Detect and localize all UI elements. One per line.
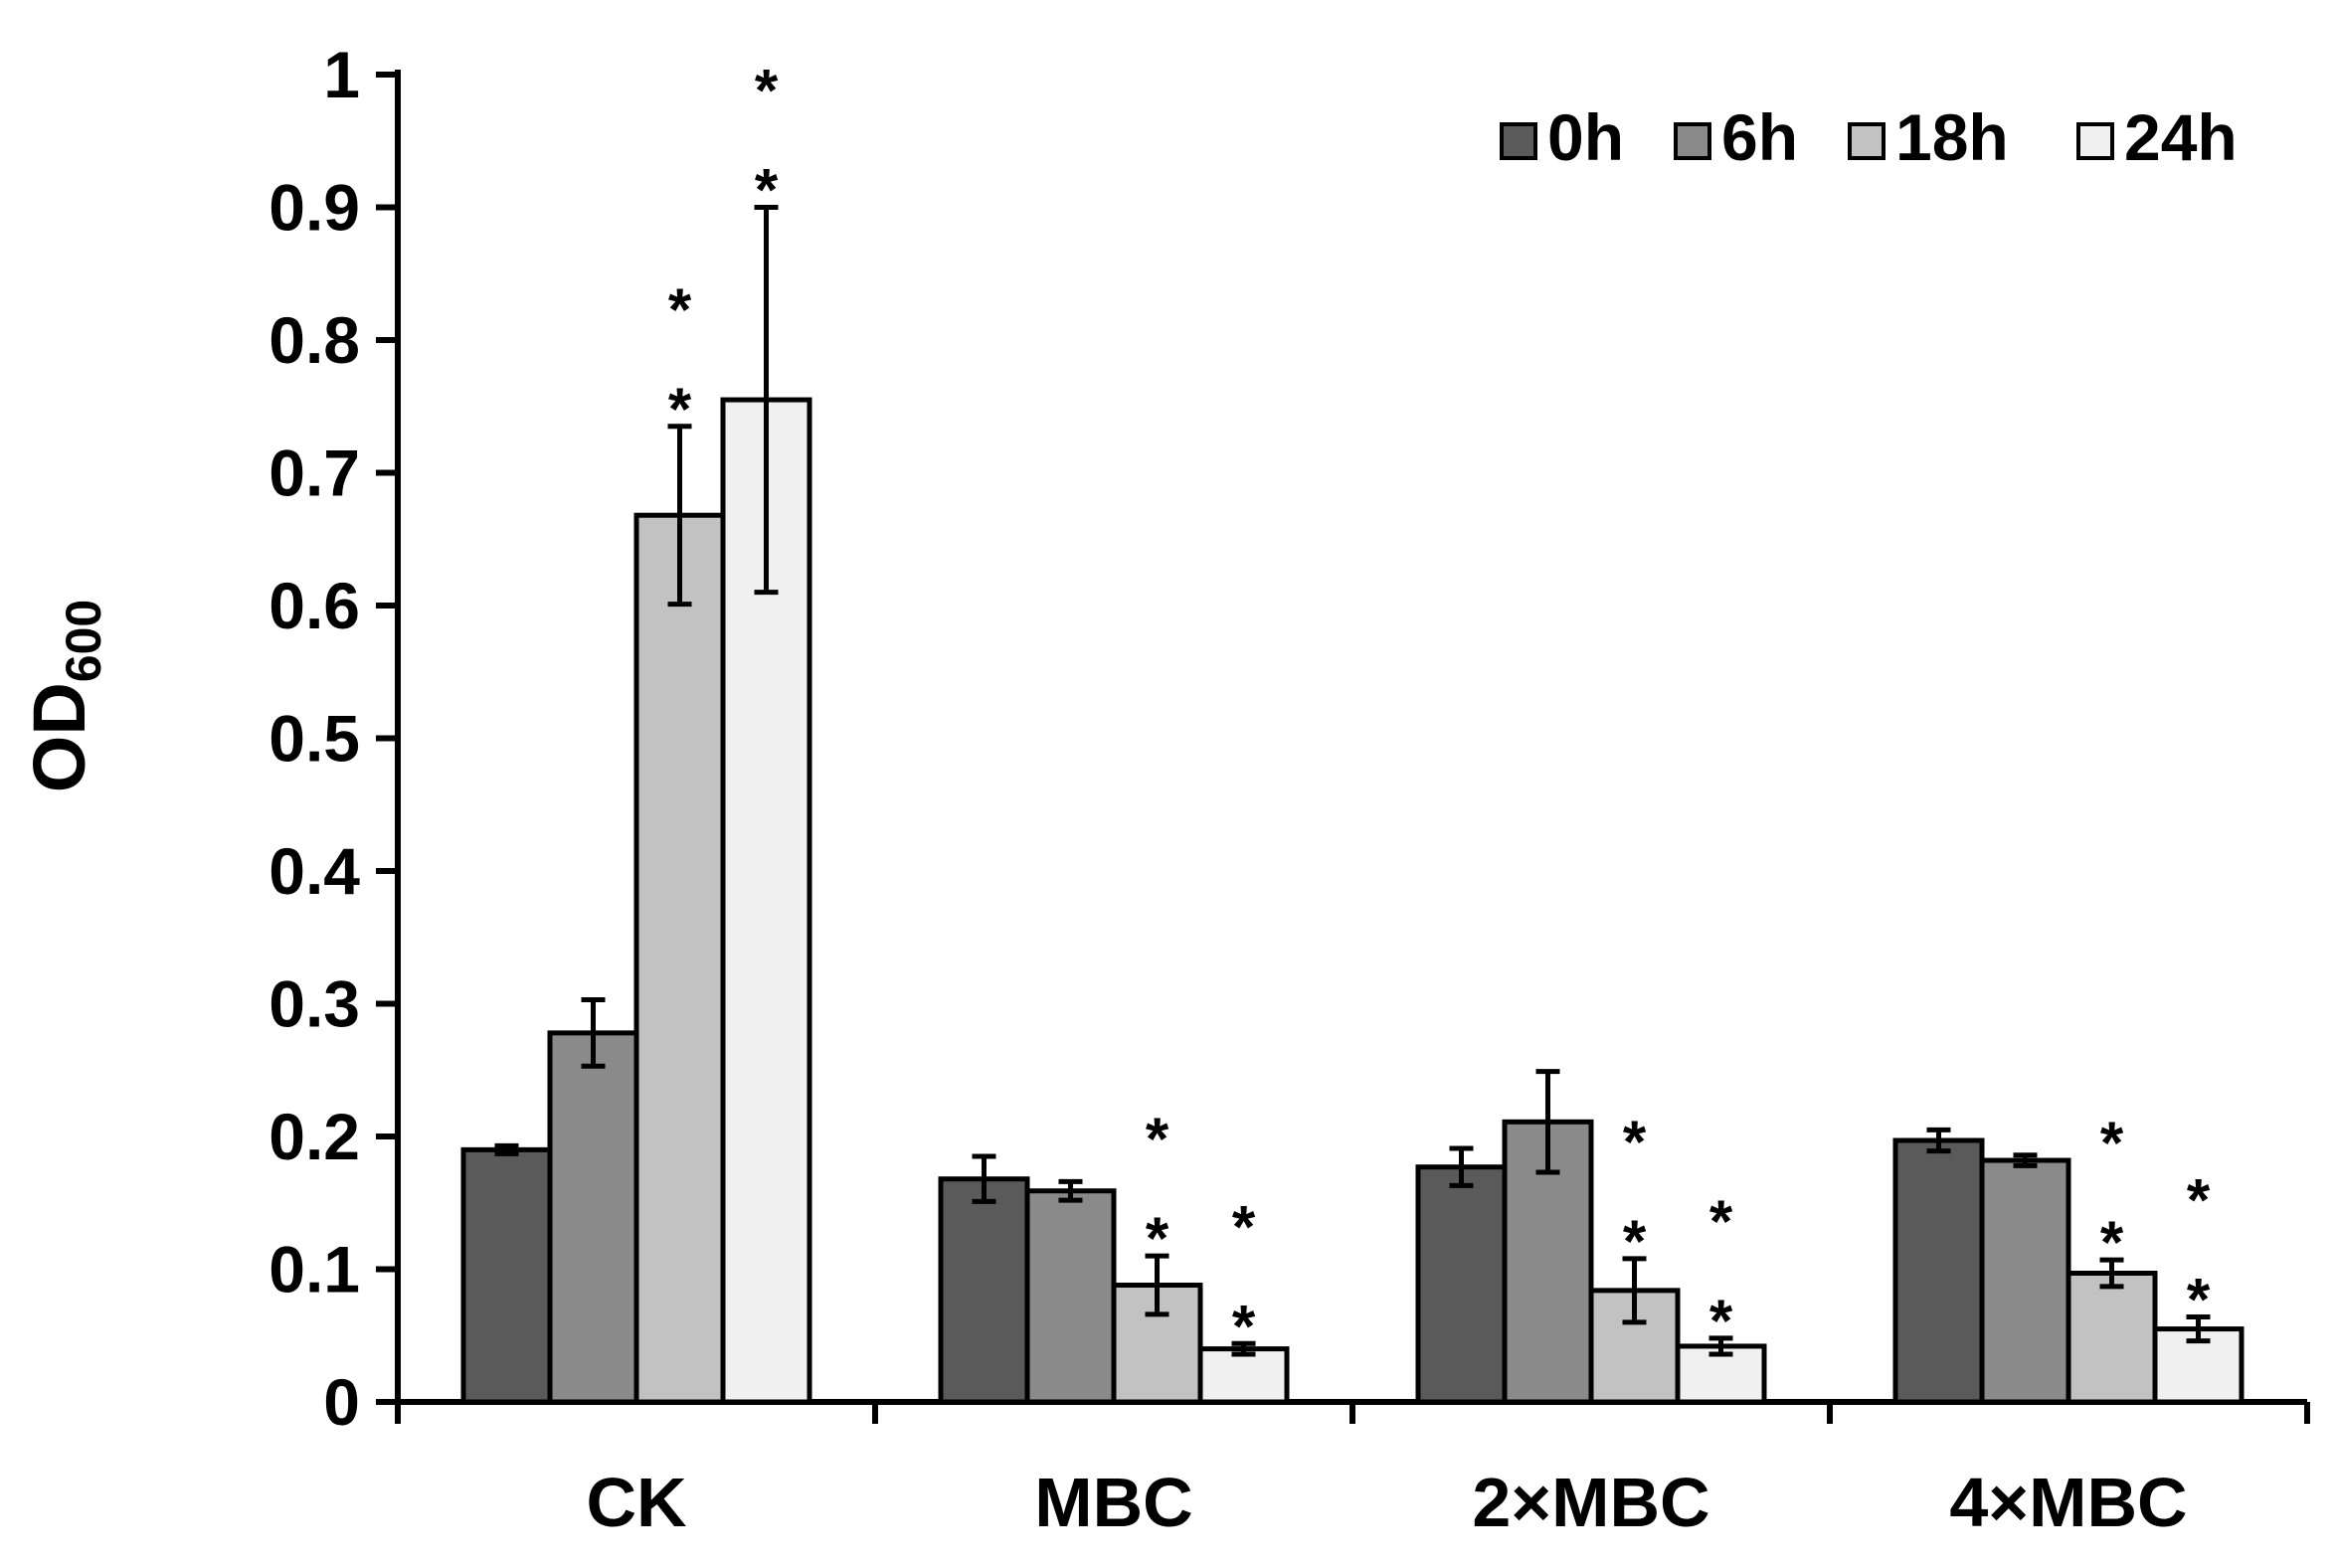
significance-star: * [2187,1267,2211,1333]
bar [938,1176,1030,1405]
bars [460,397,2245,1405]
significance-star: * [668,376,692,442]
y-tick-label: 0.1 [269,1233,360,1307]
significance-star: * [1146,1106,1169,1172]
y-axis-title-main: OD [18,682,100,792]
legend-swatch [1848,122,1886,160]
y-axis-title: OD600 [18,600,111,792]
bar [633,512,726,1405]
error-bars [494,205,2211,1357]
x-axis: CK MBC 2×MBC 4×MBC [395,1399,2310,1541]
y-tick-label: 1 [323,38,360,111]
bar [547,1030,639,1405]
bar [1415,1164,1508,1405]
y-tick-label: 0.6 [269,569,360,642]
significance-star: * [1146,1205,1169,1272]
significance-star: * [1623,1208,1647,1275]
y-tick-label: 0.3 [269,967,360,1041]
legend-swatch [1500,122,1537,160]
bar [1024,1188,1117,1405]
y-tick-label: 0.7 [269,436,360,510]
x-category-label: 4×MBC [1949,1464,2187,1541]
legend: 0h 6h 18h 24h [1500,100,2238,174]
bar [460,1146,553,1405]
significance-star: * [1232,1193,1256,1260]
legend-swatch [2076,122,2114,160]
significance-star: * [755,157,779,224]
x-category-label: CK [586,1464,686,1541]
significance-star: * [2100,1209,2124,1276]
legend-label: 6h [1721,100,1798,174]
bar [2066,1271,2158,1405]
legend-label: 18h [1895,100,2009,174]
y-axis-title-subscript: 600 [56,600,111,682]
significance-star: * [1623,1109,1647,1175]
x-category-label: 2×MBC [1472,1464,1709,1541]
significance-star: * [1232,1293,1256,1359]
significance-star: * [1709,1288,1733,1354]
significance-star: * [1709,1188,1733,1255]
y-tick-label: 0.5 [269,702,360,776]
y-tick-label: 0 [323,1365,360,1439]
significance-star: * [755,58,779,124]
y-tick-label: 0.8 [269,303,360,377]
significance-star: * [668,276,692,343]
bar [1892,1137,1985,1405]
y-tick-label: 0.2 [269,1100,360,1173]
significance-star: * [2187,1167,2211,1234]
legend-label: 24h [2124,100,2238,174]
legend-swatch [1674,122,1711,160]
significance-star: * [2100,1110,2124,1176]
significance-markers: * * * * * * * * * * * * * * * * [668,58,2211,1360]
y-axis: 0 0.1 0.2 0.3 0.4 0.5 0.6 0.7 0.8 0.9 1 [269,38,401,1439]
legend-label: 0h [1547,100,1624,174]
y-tick-label: 0.4 [269,834,360,908]
y-tick-label: 0.9 [269,171,360,245]
x-category-label: MBC [1034,1464,1192,1541]
bar [1979,1157,2071,1405]
